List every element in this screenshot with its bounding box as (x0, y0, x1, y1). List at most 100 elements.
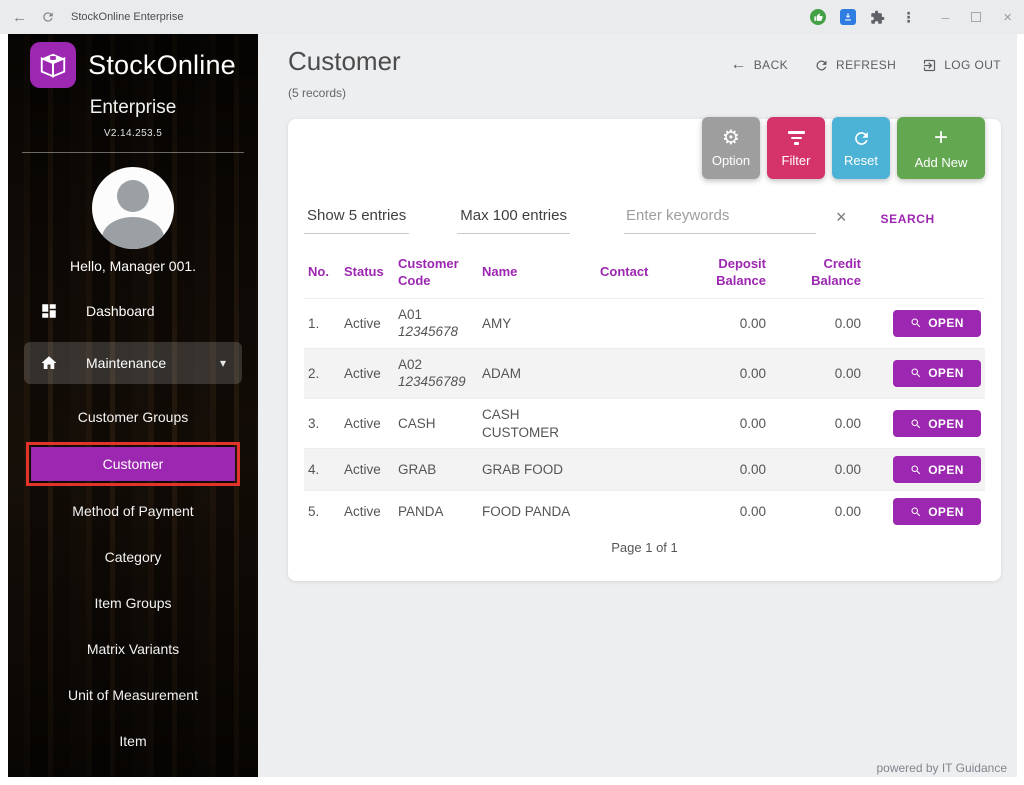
sidebar-item-customer-groups[interactable]: Customer Groups (77, 409, 189, 425)
cell-name: ADAM (482, 365, 522, 381)
stockonline-logo-icon (30, 42, 77, 88)
cell-name: FOOD PANDA (482, 503, 571, 519)
col-header-credit-balance: Credit Balance (811, 256, 861, 288)
cell-code: PANDA (398, 503, 444, 519)
window-controls: – × (941, 9, 1012, 26)
open-button[interactable]: OPEN (893, 359, 981, 387)
gear-icon: ⚙ (722, 127, 740, 149)
cell-deposit: 0.00 (739, 415, 766, 431)
powered-by: powered by IT Guidance (876, 761, 1007, 775)
clear-search-icon[interactable]: × (835, 207, 847, 227)
max-entries-select[interactable]: Max 100 entries (457, 207, 570, 234)
back-button[interactable]: ← BACK (730, 56, 788, 74)
cell-status: Active (344, 415, 381, 431)
col-header-no: No. (308, 264, 329, 280)
header-actions: ← BACK REFRESH LOG OUT (730, 56, 1001, 74)
sidebar: StockOnline Enterprise V2.14.253.5 Hello… (8, 34, 258, 777)
app-version: V2.14.253.5 (103, 128, 163, 139)
browser-back-icon[interactable]: ← (12, 8, 27, 26)
cell-credit: 0.00 (834, 461, 861, 477)
extension-green-icon[interactable] (810, 9, 827, 25)
back-label: BACK (753, 58, 789, 72)
cell-no: 2. (308, 365, 320, 381)
cell-contact (596, 491, 686, 533)
browser-chrome: ← StockOnline Enterprise ⋮ – × (0, 0, 1024, 34)
sidebar-menu: Dashboard Maintenance ▾ Customer Groups … (8, 292, 258, 764)
sidebar-divider (22, 152, 244, 153)
brand-edition: Enterprise (89, 97, 177, 118)
cell-contact (596, 449, 686, 491)
table-row: 3. Active CASH CASH CUSTOMER 0.00 0.00 O… (304, 398, 985, 448)
cell-contact (596, 298, 686, 348)
search-button[interactable]: SEARCH (880, 212, 935, 226)
table-row: 5. Active PANDA FOOD PANDA 0.00 0.00 OPE… (304, 490, 985, 533)
sidebar-item-customer[interactable]: Customer (31, 447, 235, 481)
toolbar: ⚙ Option Filter Reset + Add New (702, 117, 985, 179)
logout-icon (924, 59, 936, 71)
back-arrow-icon: ← (730, 56, 747, 73)
maximize-button[interactable] (971, 12, 982, 22)
pagination: Page 1 of 1 (611, 540, 678, 556)
sidebar-item-category[interactable]: Category (104, 549, 162, 565)
refresh-icon (816, 59, 827, 70)
open-button[interactable]: OPEN (893, 410, 981, 438)
option-label: Option (711, 153, 751, 168)
sidebar-item-item[interactable]: Item (119, 733, 147, 749)
browser-menu-icon[interactable]: ⋮ (901, 8, 916, 25)
refresh-label: REFRESH (836, 58, 897, 72)
home-icon (41, 356, 57, 369)
cell-action: OPEN (865, 398, 985, 448)
table-controls: Show 5 entries Max 100 entries × SEARCH (304, 207, 985, 234)
brand: StockOnline (8, 42, 258, 88)
sidebar-item-matrix-variants[interactable]: Matrix Variants (86, 641, 180, 657)
sidebar-item-maintenance[interactable]: Maintenance ▾ (24, 342, 242, 384)
sidebar-item-unit-of-measurement[interactable]: Unit of Measurement (68, 687, 198, 703)
search-input[interactable] (623, 207, 816, 234)
extensions-puzzle-icon[interactable] (870, 10, 885, 25)
col-header-action (865, 248, 985, 298)
magnifier-icon (911, 465, 921, 474)
maintenance-submenu: Customer Groups Customer Method of Payme… (8, 394, 258, 764)
add-new-label: Add New (914, 155, 968, 170)
cell-credit: 0.00 (834, 503, 861, 519)
cell-name: GRAB FOOD (482, 461, 564, 477)
user-greeting: Hello, Manager 001. (69, 258, 197, 274)
sidebar-item-label: Dashboard (86, 303, 155, 319)
download-extension-icon[interactable] (840, 9, 857, 25)
reset-label: Reset (844, 152, 878, 168)
sidebar-item-dashboard[interactable]: Dashboard (8, 292, 258, 330)
col-header-contact: Contact (600, 264, 649, 280)
col-header-name: Name (482, 264, 518, 280)
magnifier-icon (911, 368, 921, 378)
active-item-highlight-box: Customer (26, 442, 240, 486)
magnifier-icon (911, 419, 921, 428)
cell-no: 4. (308, 461, 320, 477)
cell-action: OPEN (865, 449, 985, 491)
customer-table-card: Show 5 entries Max 100 entries × SEARCH … (288, 119, 1001, 581)
refresh-button[interactable]: REFRESH (814, 58, 896, 73)
reset-button[interactable]: Reset (832, 117, 890, 179)
sidebar-item-item-groups[interactable]: Item Groups (94, 595, 172, 611)
minimize-button[interactable]: – (941, 9, 950, 25)
add-new-button[interactable]: + Add New (897, 117, 985, 179)
open-button[interactable]: OPEN (893, 456, 981, 484)
show-entries-select[interactable]: Show 5 entries (304, 207, 410, 234)
close-button[interactable]: × (1003, 8, 1012, 26)
browser-reload-icon[interactable] (41, 10, 55, 24)
open-button[interactable]: OPEN (893, 498, 981, 526)
filter-button[interactable]: Filter (767, 117, 825, 179)
cell-deposit: 0.00 (739, 503, 766, 519)
cell-status: Active (344, 461, 381, 477)
filter-label: Filter (781, 152, 811, 168)
cell-name: CASH CUSTOMER (482, 406, 560, 440)
cell-code: A02 123456789 (398, 356, 466, 390)
table-row: 1. Active A01 12345678 AMY 0.00 0.00 OPEN (304, 298, 985, 348)
option-button[interactable]: ⚙ Option (702, 117, 760, 179)
cell-deposit: 0.00 (739, 461, 766, 477)
cell-action: OPEN (865, 491, 985, 533)
open-button[interactable]: OPEN (893, 309, 981, 337)
logout-button[interactable]: LOG OUT (922, 58, 1001, 73)
filter-icon (787, 128, 805, 148)
table-row: 2. Active A02 123456789 ADAM 0.00 0.00 OP… (304, 348, 985, 399)
sidebar-item-method-of-payment[interactable]: Method of Payment (72, 503, 194, 519)
